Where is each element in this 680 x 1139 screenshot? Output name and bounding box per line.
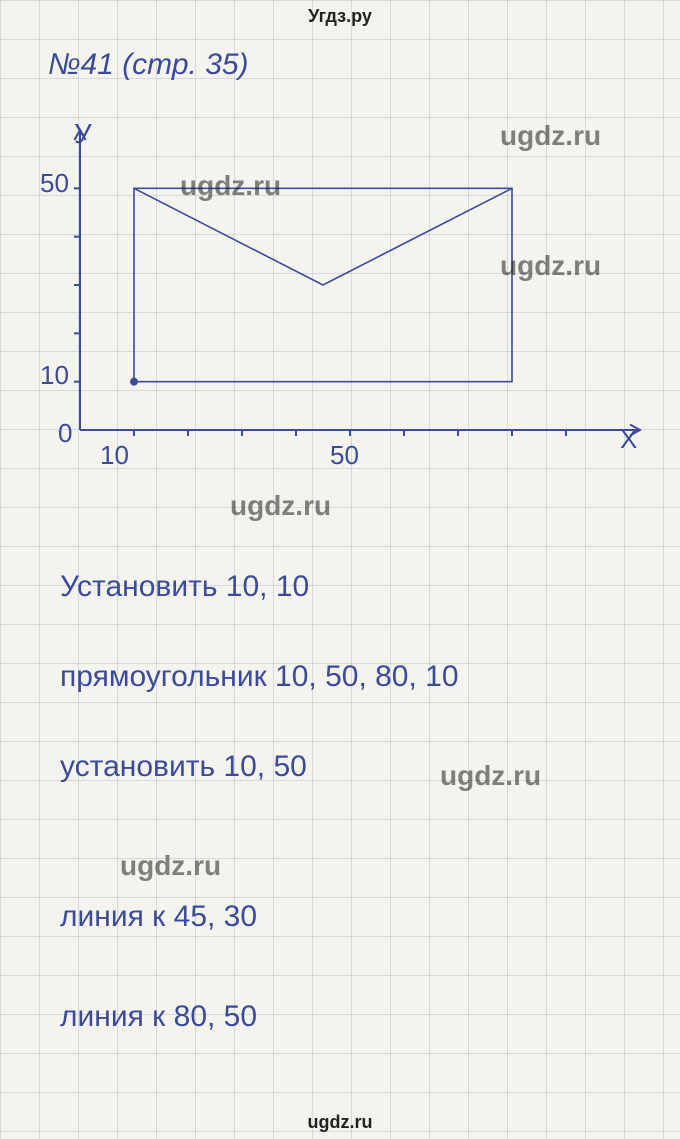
- command-line-2: прямоугольник 10, 50, 80, 10: [60, 660, 459, 694]
- envelope-diagram: [50, 120, 650, 460]
- command-line-5: линия к 80, 50: [60, 1000, 257, 1034]
- site-header: Угдз.ру: [0, 6, 680, 27]
- problem-title: №41 (стр. 35): [48, 48, 249, 82]
- command-line-3: установить 10, 50: [60, 750, 307, 784]
- site-footer: ugdz.ru: [0, 1112, 680, 1133]
- command-line-4: линия к 45, 30: [60, 900, 257, 934]
- command-line-1: Установить 10, 10: [60, 570, 309, 604]
